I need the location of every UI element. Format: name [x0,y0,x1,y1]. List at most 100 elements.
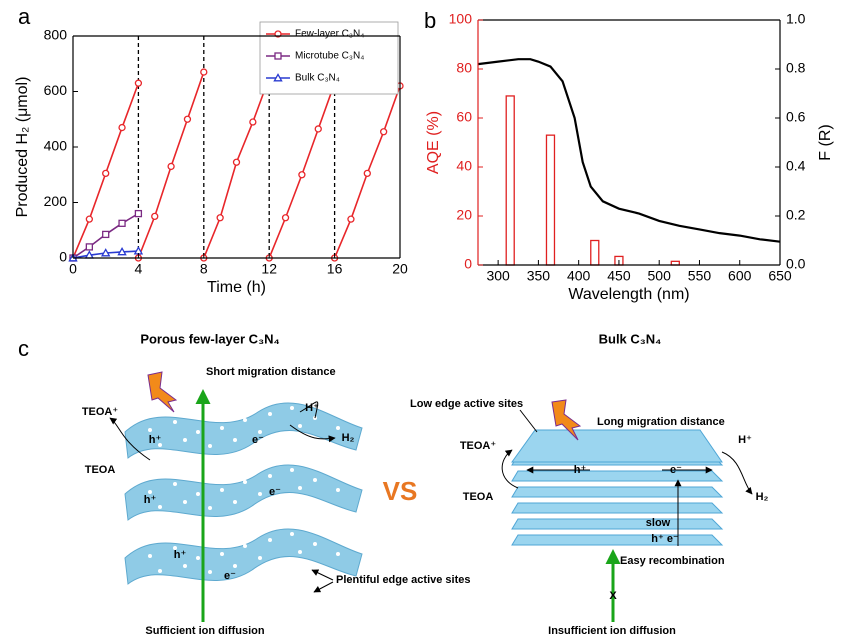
y-tick-label: 80 [456,60,472,76]
point [314,125,322,133]
bulk-layer [511,470,724,482]
pore [220,488,224,492]
pore [173,546,177,550]
point [117,246,127,256]
pointer [313,581,334,593]
x-tick-label: 600 [728,268,752,284]
pore [233,564,237,568]
point [183,115,192,123]
bulk-layer [511,534,724,546]
y2-axis-title: F (R) [817,124,834,160]
light-bolt [147,371,178,413]
pore [258,556,262,560]
diagram-label: Long migration distance [597,416,725,428]
pore [233,438,237,442]
pore [258,430,262,434]
y-tick-label: 600 [44,82,68,98]
diagram-label: h⁺ [149,434,162,446]
pore [336,552,340,556]
point [102,169,110,178]
pore [313,478,317,482]
x-tick-label: 300 [486,268,510,284]
diagram-label: H₂ [342,432,355,444]
y-tick-label: 20 [456,207,472,223]
y-axis-title: Produced H₂ (μmol) [14,77,31,218]
y2-tick-label: 0.2 [786,207,806,223]
pore [173,420,177,424]
point [347,215,355,223]
y-tick-label: 200 [44,193,68,209]
point [363,169,371,178]
point [281,214,290,222]
pore [148,490,152,494]
pore [183,564,187,568]
legend-label: Microtube C₃N₄ [295,51,364,62]
y-tick-label: 60 [456,109,472,125]
point [274,52,282,60]
x-tick-label: 550 [688,268,712,284]
x-tick-label: 4 [135,261,143,277]
x-tick-label: 8 [200,261,208,277]
light-bolt [551,399,582,441]
point [133,246,144,255]
pore [243,480,247,484]
pore [290,406,294,410]
diagram-label: TEOA⁺ [460,440,497,452]
y-tick-label: 400 [44,138,68,154]
pore [336,426,340,430]
panel-label: b [424,8,436,33]
point [84,250,95,259]
pore [313,542,317,546]
x-tick-label: 400 [567,268,591,284]
y-tick-label: 800 [44,27,68,43]
point [151,212,159,221]
pointer [311,569,334,581]
point [134,209,143,218]
pore [243,418,247,422]
pore [233,500,237,504]
bulk-top [511,429,723,463]
legend-label: Few-layer C₃N₄ [295,29,364,40]
pore [196,430,200,434]
legend-label: Bulk C₃N₄ [295,73,340,84]
bulk-layer [511,502,724,514]
point [249,118,257,126]
panel-label: a [18,4,31,29]
y2-tick-label: 0.0 [786,256,806,272]
x-tick-label: 450 [607,268,631,284]
pore [196,492,200,496]
pore [196,556,200,560]
x-axis-title: Wavelength (nm) [568,286,689,303]
bar [590,239,600,266]
pore [268,474,272,478]
point [118,219,126,227]
pore [290,532,294,536]
pore [220,552,224,556]
diagram-label: e⁻ [252,434,264,446]
pore [268,412,272,416]
pore [258,492,262,496]
x-tick-label: 0 [69,261,77,277]
panel-label: c [18,336,29,361]
diagram-label: e⁻ [269,486,281,498]
diagram-label: H⁺ [305,402,319,414]
arrow [299,401,319,419]
pore [298,486,302,490]
y2-tick-label: 0.6 [786,109,806,125]
pore [243,544,247,548]
x-tick-label: 16 [327,261,343,277]
diagram-label: X [609,590,617,602]
point [273,73,283,82]
point [232,158,241,166]
diagram-label: Sufficient ion diffusion [145,625,264,637]
arrow [501,449,519,489]
point [85,215,93,223]
vs-label: VS [383,476,418,506]
point [134,79,143,87]
pore [158,443,162,447]
pore [208,570,212,574]
point [118,123,126,132]
y-tick-label: 0 [464,256,472,272]
pore [268,538,272,542]
